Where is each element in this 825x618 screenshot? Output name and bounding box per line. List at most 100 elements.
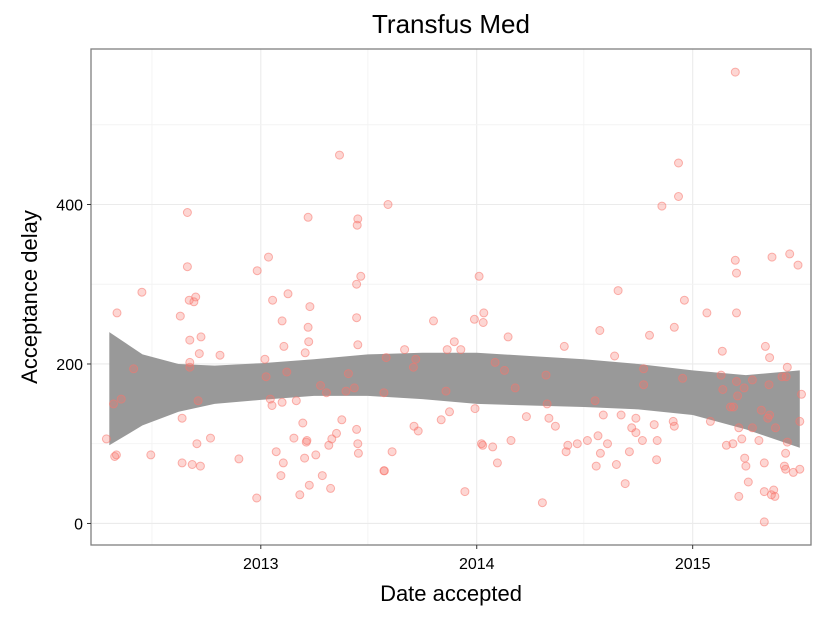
data-point — [429, 316, 438, 326]
data-point — [610, 351, 620, 361]
data-point — [195, 461, 205, 471]
data-point — [550, 421, 560, 431]
data-point — [381, 353, 391, 363]
y-axis-label: Acceptance delay — [17, 210, 42, 384]
chart-title: Transfus Med — [372, 9, 530, 39]
data-point — [521, 412, 531, 422]
data-point — [767, 252, 777, 262]
data-point — [303, 212, 313, 222]
data-point — [479, 308, 489, 318]
data-point — [716, 370, 726, 380]
data-point — [271, 447, 281, 457]
data-point — [795, 416, 805, 426]
data-point — [305, 302, 315, 312]
data-point — [441, 386, 451, 396]
data-point — [785, 249, 795, 259]
data-point — [411, 354, 421, 364]
data-point — [732, 308, 741, 318]
data-point — [492, 458, 502, 468]
data-point — [260, 354, 270, 364]
data-point — [510, 383, 520, 393]
data-point — [747, 375, 757, 385]
data-point — [732, 268, 741, 278]
data-point — [781, 464, 791, 474]
data-point — [474, 271, 484, 281]
data-point — [795, 464, 805, 474]
data-point — [506, 436, 516, 445]
data-point — [771, 423, 780, 433]
data-point — [352, 279, 362, 289]
data-point — [726, 402, 735, 412]
data-point — [111, 450, 121, 460]
data-point — [739, 383, 749, 393]
data-point — [797, 389, 806, 399]
data-point — [620, 479, 630, 489]
data-point — [760, 341, 770, 351]
data-point — [303, 322, 313, 332]
data-point — [478, 318, 488, 327]
data-point — [379, 388, 389, 398]
data-point — [353, 439, 363, 449]
data-point — [705, 416, 715, 426]
data-point — [445, 407, 454, 417]
data-point — [730, 255, 740, 265]
data-point — [298, 418, 308, 428]
data-point — [737, 434, 747, 444]
data-point — [326, 483, 336, 493]
data-point — [734, 491, 744, 501]
data-point — [349, 383, 359, 393]
data-point — [782, 362, 792, 372]
data-point — [267, 401, 277, 410]
confidence-band-area — [109, 332, 800, 448]
data-point — [740, 453, 750, 463]
data-point — [470, 404, 480, 414]
data-point — [442, 345, 452, 355]
data-point — [657, 201, 667, 211]
data-point — [277, 397, 287, 407]
data-point — [649, 420, 659, 430]
data-point — [488, 442, 498, 452]
x-tick-label: 2014 — [459, 556, 495, 573]
data-point — [637, 436, 647, 445]
data-point — [595, 326, 605, 335]
data-point — [616, 410, 626, 420]
data-point — [639, 380, 649, 390]
grid — [91, 49, 811, 545]
data-point — [764, 380, 774, 390]
data-point — [234, 454, 244, 464]
data-point — [741, 461, 751, 471]
data-point — [109, 399, 118, 409]
y-tick-label: 200 — [56, 357, 83, 374]
data-point — [765, 353, 775, 363]
data-point — [732, 377, 741, 386]
data-point — [352, 424, 362, 434]
data-point — [276, 471, 286, 481]
data-point — [252, 493, 262, 503]
data-point — [383, 200, 393, 209]
data-point — [252, 266, 262, 276]
data-point — [343, 369, 353, 379]
data-point — [563, 440, 573, 450]
data-point — [196, 332, 206, 342]
data-point — [311, 450, 321, 460]
data-point — [747, 423, 757, 433]
data-point — [679, 295, 689, 305]
data-point — [291, 396, 301, 406]
data-point — [101, 434, 111, 444]
data-point — [192, 439, 202, 449]
data-point — [652, 436, 662, 445]
data-point — [478, 440, 488, 450]
data-point — [718, 385, 728, 394]
data-point — [175, 311, 185, 321]
data-point — [613, 286, 623, 296]
data-point — [541, 370, 551, 380]
data-point — [137, 287, 147, 297]
data-point — [678, 373, 688, 383]
data-point — [264, 252, 273, 262]
data-point — [322, 388, 331, 398]
data-point — [595, 448, 605, 458]
data-point — [591, 461, 601, 471]
data-point — [116, 394, 126, 404]
data-point — [500, 365, 509, 375]
